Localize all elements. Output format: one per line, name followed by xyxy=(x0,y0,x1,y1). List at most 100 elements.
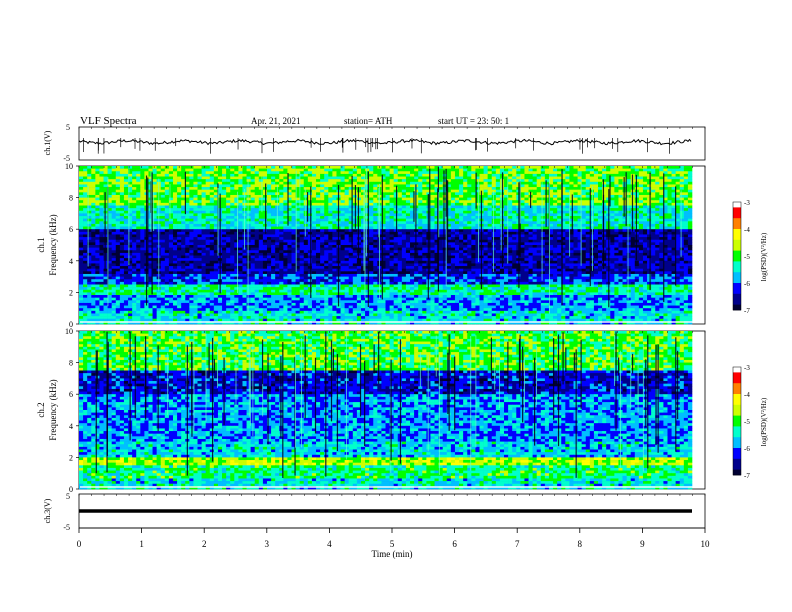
ch1-spec-cell xyxy=(111,229,117,233)
ch1-spec-cell xyxy=(651,231,656,235)
ch1-spec-cell xyxy=(565,200,570,204)
ch1-spec-cell xyxy=(540,226,546,230)
ch1-spec-cell xyxy=(499,168,505,172)
ch1-spec-cell xyxy=(91,202,96,206)
ch1-spec-cell xyxy=(377,176,382,180)
ch1-spec-cell xyxy=(561,226,566,230)
ch1-spec-cell xyxy=(279,166,284,169)
ch1-spec-cell xyxy=(197,223,202,227)
ch1-spec-cell xyxy=(487,216,493,219)
ch1-spec-cell xyxy=(463,194,468,198)
ch1-spec-cell xyxy=(381,242,386,246)
ch1-spec-cell xyxy=(295,250,300,254)
ch1-spec-cell xyxy=(683,168,689,172)
ch1-spec-cell xyxy=(230,242,235,246)
ch1-spec-cell xyxy=(287,197,292,201)
ch1-spec-cell xyxy=(123,221,129,225)
ch1-spec-cell xyxy=(250,187,256,190)
ch1-spec-cell xyxy=(222,197,227,201)
ch1-spec-cell xyxy=(438,223,444,227)
ch1-spec-cell xyxy=(422,173,427,177)
ch1-spec-cell xyxy=(446,223,452,227)
ch1-spec-cell xyxy=(352,242,358,246)
ch1-spec-cell xyxy=(279,200,284,204)
ch1-spec-cell xyxy=(626,181,631,185)
ch1-spec-cell xyxy=(279,242,284,246)
ch1-spec-cell xyxy=(271,218,276,222)
ch1-spec-cell xyxy=(152,205,157,209)
ch1-spec-cell xyxy=(369,216,374,219)
ch1-spec-cell xyxy=(234,166,239,169)
ch1-spec-cell xyxy=(520,168,525,172)
ch1-spec-cell xyxy=(659,184,664,188)
ch1-spec-cell xyxy=(226,189,231,193)
ch1-spec-cell xyxy=(332,171,337,175)
ch1-spec-cell xyxy=(197,176,202,180)
ch1-spec-cell xyxy=(438,208,444,212)
ch1-spec-cell xyxy=(553,218,558,222)
ch1-spec-cell xyxy=(495,197,501,201)
ch1-spec-cell xyxy=(434,245,439,248)
ch1-spec-cell xyxy=(266,221,272,225)
ch1-spec-cell xyxy=(422,247,427,251)
ch1-spec-cell xyxy=(524,210,529,214)
ch1-spec-cell xyxy=(483,179,488,183)
ch1-spec-cell xyxy=(450,197,456,201)
ch1-spec-cell xyxy=(299,202,305,206)
ch1-spec-cell xyxy=(581,192,587,196)
ch1-spec-cell xyxy=(381,166,386,169)
ch1-spec-cell xyxy=(405,234,411,238)
ch1-spec-cell xyxy=(181,202,186,206)
ch1-spec-cell xyxy=(369,189,374,193)
ch1-spec-cell xyxy=(115,179,121,183)
ch1-spec-cell xyxy=(410,200,415,204)
ch1-spec-cell xyxy=(593,231,599,235)
ch1-spec-cell xyxy=(316,179,321,183)
ch1-spec-cell xyxy=(422,239,427,243)
ch1-spec-cell xyxy=(258,221,264,225)
ch1-spec-cell xyxy=(504,187,509,190)
ch1-spec-cell xyxy=(438,245,444,248)
ch1-spec-cell xyxy=(602,202,607,206)
ch1-spec-cell xyxy=(520,221,525,225)
ch1-spec-cell xyxy=(438,202,444,206)
ch1-spec-cell xyxy=(295,223,300,227)
ch1-spec-cell xyxy=(544,247,550,251)
ch1-spec-cell xyxy=(647,234,652,238)
ch1-spec-cell xyxy=(132,166,137,169)
ch1-spec-cell xyxy=(213,242,219,246)
ch1-spec-cell xyxy=(536,239,542,243)
ch1-spec-cell xyxy=(389,213,394,217)
ch1-spec-cell xyxy=(512,208,517,212)
ch1-spec-cell xyxy=(365,189,370,193)
ch1-spec-cell xyxy=(369,166,374,169)
ch1-spec-cell xyxy=(467,234,472,238)
ch1-spec-cell xyxy=(557,205,562,209)
ch1-spec-cell xyxy=(463,179,468,183)
ch1-spec-cell xyxy=(262,242,268,246)
ch1-spec-cell xyxy=(683,239,689,243)
ch1-spec-cell xyxy=(573,237,578,241)
ch1-spec-cell xyxy=(467,213,472,217)
ch1-spec-cell xyxy=(389,202,394,206)
ch1-spec-cell xyxy=(136,181,141,185)
ch1-spec-cell xyxy=(679,229,685,233)
ch1-spec-cell xyxy=(589,173,595,177)
ch1-spec-cell xyxy=(205,184,211,188)
ch1-spec-cell xyxy=(397,184,403,188)
ch1-spec-cell xyxy=(495,234,501,238)
ch1-spec-cell xyxy=(683,176,689,180)
ch1-spec-cell xyxy=(291,250,296,254)
ch1-spec-cell xyxy=(687,216,693,219)
ch1-spec-cell xyxy=(638,200,644,204)
ch1-spec-cell xyxy=(471,200,476,204)
ch1-spec-cell xyxy=(536,168,542,172)
ch1-spec-cell xyxy=(524,200,529,204)
ch1-spec-cell xyxy=(381,245,386,248)
ch1-spec-cell xyxy=(348,168,354,172)
ch1-spec-cell xyxy=(524,205,529,209)
ch1-spec-cell xyxy=(467,210,472,214)
ch1-spec-cell xyxy=(397,247,403,251)
ch1-spec-cell xyxy=(548,245,554,248)
ch1-spec-cell xyxy=(495,166,501,169)
